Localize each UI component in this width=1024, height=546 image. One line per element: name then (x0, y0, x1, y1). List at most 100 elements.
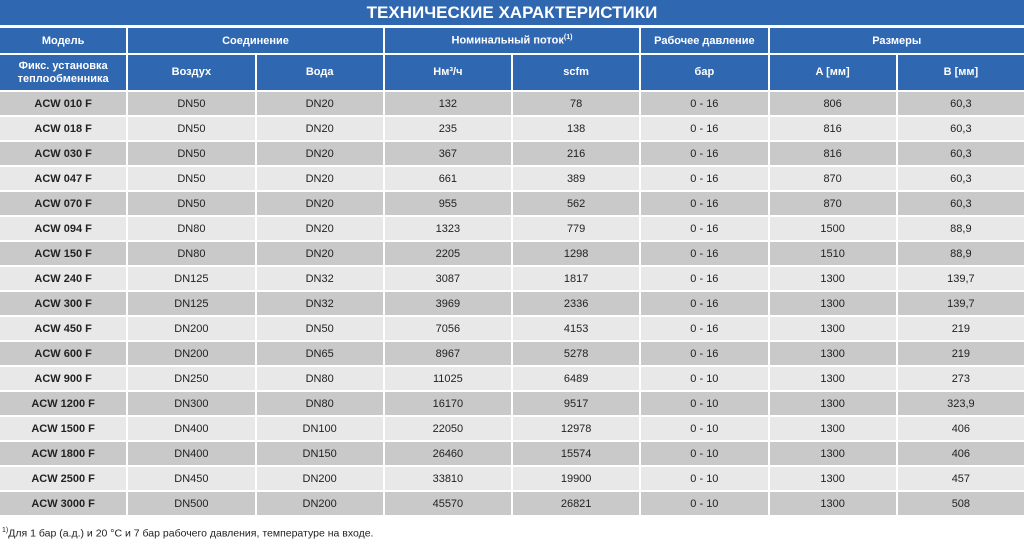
table-cell: 15574 (513, 442, 640, 465)
table-row: ACW 070 F DN50 DN20 955 562 0 - 16 870 60,3 (0, 192, 1024, 215)
table-cell: 7056 (384, 317, 511, 340)
table-cell: DN150 (256, 442, 383, 465)
model-cell: ACW 018 F (0, 117, 127, 140)
table-cell: 806 (769, 92, 896, 115)
table-cell: DN125 (128, 292, 255, 315)
table-cell: 0 - 16 (641, 117, 768, 140)
table-cell: 1300 (769, 267, 896, 290)
table-cell: 2336 (513, 292, 640, 315)
table-cell: 8967 (384, 342, 511, 365)
header-water: Вода (256, 55, 383, 90)
table-cell: 219 (897, 342, 1024, 365)
table-cell: DN300 (128, 392, 255, 415)
table-cell: 78 (513, 92, 640, 115)
table-cell: 0 - 10 (641, 367, 768, 390)
table-row: ACW 450 F DN200 DN50 7056 4153 0 - 16 1300 219 (0, 317, 1024, 340)
table-cell: 16170 (384, 392, 511, 415)
table-cell: DN20 (256, 167, 383, 190)
model-cell: ACW 150 F (0, 242, 127, 265)
table-cell: 132 (384, 92, 511, 115)
model-cell: ACW 900 F (0, 367, 127, 390)
table-cell: 4153 (513, 317, 640, 340)
header-nm3: Нм³/ч (384, 55, 511, 90)
table-cell: DN100 (256, 417, 383, 440)
table-cell: DN200 (256, 492, 383, 515)
table-cell: 870 (769, 167, 896, 190)
model-cell: ACW 240 F (0, 267, 127, 290)
table-cell: DN80 (128, 242, 255, 265)
model-cell: ACW 030 F (0, 142, 127, 165)
table-cell: 2205 (384, 242, 511, 265)
table-cell: 0 - 10 (641, 417, 768, 440)
table-cell: 1300 (769, 417, 896, 440)
footnote: 1)Для 1 бар (а.д.) и 20 °С и 7 бар рабоч… (2, 527, 373, 540)
header-model-sub: Фикс. установка теплообменника (0, 55, 127, 90)
footnote-ref: (1) (563, 34, 573, 42)
model-cell: ACW 1500 F (0, 417, 127, 440)
model-cell: ACW 3000 F (0, 492, 127, 515)
model-cell: ACW 2500 F (0, 467, 127, 490)
model-cell: ACW 300 F (0, 292, 127, 315)
table-cell: 389 (513, 167, 640, 190)
table-cell: 1817 (513, 267, 640, 290)
table-cell: 779 (513, 217, 640, 240)
table-cell: DN20 (256, 92, 383, 115)
table-cell: 367 (384, 142, 511, 165)
table-cell: 9517 (513, 392, 640, 415)
model-cell: ACW 047 F (0, 167, 127, 190)
table-cell: 1300 (769, 292, 896, 315)
table-cell: DN50 (128, 167, 255, 190)
table-cell: 816 (769, 117, 896, 140)
table-row: ACW 900 F DN250 DN80 11025 6489 0 - 10 1300 273 (0, 367, 1024, 390)
table-cell: DN50 (128, 142, 255, 165)
table-cell: DN500 (128, 492, 255, 515)
model-cell: ACW 1200 F (0, 392, 127, 415)
header-connection: Соединение (128, 28, 383, 53)
table-row: ACW 3000 F DN500 DN200 45570 26821 0 - 10 1300… (0, 492, 1024, 515)
table-cell: 0 - 16 (641, 317, 768, 340)
table-cell: 406 (897, 417, 1024, 440)
model-cell: ACW 600 F (0, 342, 127, 365)
table-cell: DN125 (128, 267, 255, 290)
model-cell: ACW 1800 F (0, 442, 127, 465)
table-cell: DN20 (256, 242, 383, 265)
table-row: ACW 1800 F DN400 DN150 26460 15574 0 - 10 1300… (0, 442, 1024, 465)
table-cell: 816 (769, 142, 896, 165)
table-title: ТЕХНИЧЕСКИЕ ХАРАКТЕРИСТИКИ (0, 0, 1024, 25)
table-cell: 0 - 10 (641, 442, 768, 465)
model-cell: ACW 094 F (0, 217, 127, 240)
table-cell: 870 (769, 192, 896, 215)
header-bar: бар (641, 55, 768, 90)
footnote-mark: 1) (2, 527, 9, 534)
table-cell: 323,9 (897, 392, 1024, 415)
table-cell: 457 (897, 467, 1024, 490)
table-cell: 139,7 (897, 267, 1024, 290)
table-row: ACW 240 F DN125 DN32 3087 1817 0 - 16 1300 139,… (0, 267, 1024, 290)
header-scfm: scfm (513, 55, 640, 90)
table-row: ACW 2500 F DN450 DN200 33810 19900 0 - 10 1300… (0, 467, 1024, 490)
table-cell: 273 (897, 367, 1024, 390)
table-cell: 22050 (384, 417, 511, 440)
header-model: Модель (0, 28, 127, 53)
table-cell: DN450 (128, 467, 255, 490)
table-cell: 1300 (769, 392, 896, 415)
table-cell: 1323 (384, 217, 511, 240)
table-cell: 0 - 16 (641, 92, 768, 115)
table-cell: 88,9 (897, 242, 1024, 265)
header-a: A [мм] (769, 55, 896, 90)
header-b: B [мм] (897, 55, 1024, 90)
table-cell: 0 - 16 (641, 192, 768, 215)
table-cell: 508 (897, 492, 1024, 515)
table-cell: DN80 (128, 217, 255, 240)
footnote-text: Для 1 бар (а.д.) и 20 °С и 7 бар рабочег… (8, 527, 374, 540)
table-cell: DN20 (256, 192, 383, 215)
table-cell: DN400 (128, 442, 255, 465)
table-cell: 139,7 (897, 292, 1024, 315)
table-row: ACW 030 F DN50 DN20 367 216 0 - 16 816 60,3 (0, 142, 1024, 165)
table-cell: 60,3 (897, 117, 1024, 140)
model-cell: ACW 450 F (0, 317, 127, 340)
table-row: ACW 018 F DN50 DN20 235 138 0 - 16 816 60,3 (0, 117, 1024, 140)
table-row: ACW 1200 F DN300 DN80 16170 9517 0 - 10 1300 32… (0, 392, 1024, 415)
table-cell: 0 - 16 (641, 267, 768, 290)
table-cell: 11025 (384, 367, 511, 390)
